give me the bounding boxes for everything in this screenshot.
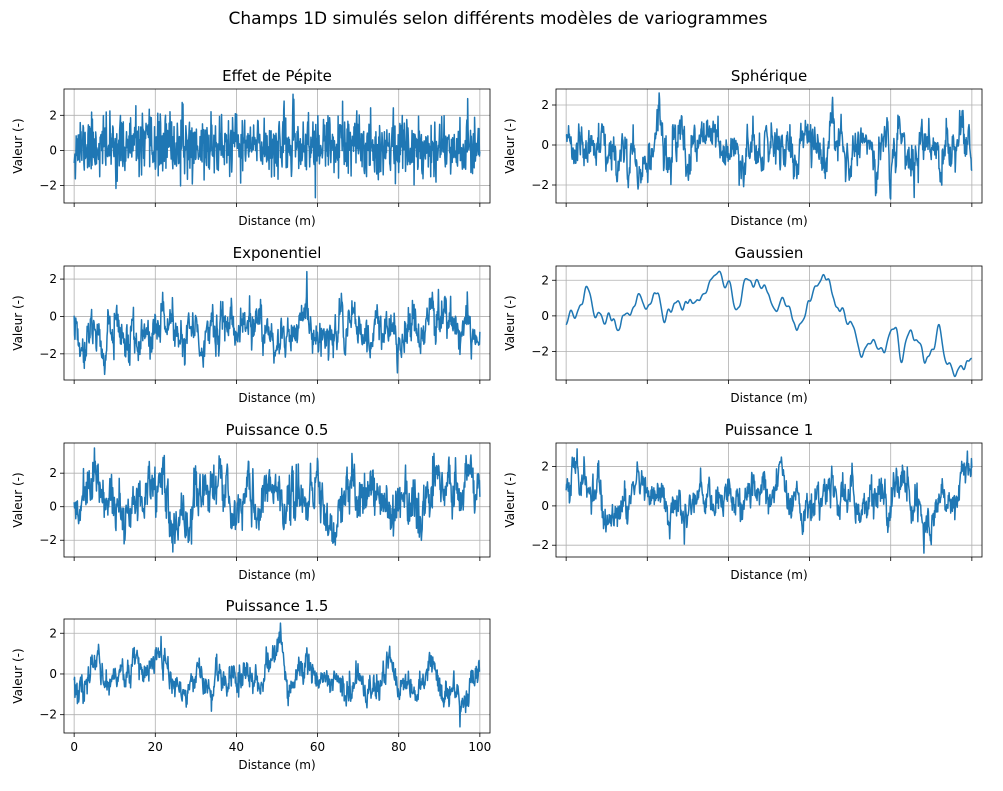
subplot-5: −2 0 2 Puissance 0.5 Distance (m) Valeur (-) xyxy=(11,421,491,582)
subplot-1: −2 0 2 Effet de Pépite Distance (m) Valeur (-… xyxy=(11,67,491,228)
x-axis-label: Distance (m) xyxy=(730,391,807,405)
axes-frame xyxy=(63,618,491,734)
x-axis-label: Distance (m) xyxy=(730,568,807,582)
y-tick-label: 2 xyxy=(49,466,57,480)
subplot-title: Puissance 1 xyxy=(725,421,814,439)
x-tick-label: 0 xyxy=(70,740,78,754)
axes-frame xyxy=(555,265,983,381)
figure-title: Champs 1D simulés selon différents modèl… xyxy=(229,9,768,29)
y-axis-label: Valeur (-) xyxy=(11,295,25,350)
y-axis-label: Valeur (-) xyxy=(11,118,25,173)
x-axis-label: Distance (m) xyxy=(238,568,315,582)
axes-frame xyxy=(63,442,491,558)
x-tick-label: 20 xyxy=(148,740,163,754)
y-tick-label: −2 xyxy=(39,533,57,547)
y-tick-label: −2 xyxy=(531,345,549,359)
y-tick-label: 0 xyxy=(49,667,57,681)
x-axis-label: Distance (m) xyxy=(730,214,807,228)
y-tick-label: 2 xyxy=(49,626,57,640)
y-tick-label: 0 xyxy=(49,143,57,157)
subplot-4: −2 0 2 Gaussien Distance (m) Valeur (-) xyxy=(503,244,983,405)
y-tick-label: −2 xyxy=(531,538,549,552)
y-tick-label: 0 xyxy=(49,500,57,514)
y-tick-label: −2 xyxy=(39,347,57,361)
y-tick-label: −2 xyxy=(39,708,57,722)
subplot-7: 0 20 40 60 80 100 −2 0 2 Puissance 1.5 Distance (m… xyxy=(11,597,491,772)
x-tick-label: 40 xyxy=(229,740,244,754)
y-tick-label: 2 xyxy=(49,108,57,122)
y-axis-label: Valeur (-) xyxy=(503,295,517,350)
subplot-6: −2 0 2 Puissance 1 Distance (m) Valeur (-) xyxy=(503,421,983,582)
data-line-5 xyxy=(73,447,481,553)
axes-frame xyxy=(555,442,983,558)
subplots-container: −2 0 2 Effet de Pépite Distance (m) Valeur (-… xyxy=(11,67,983,772)
data-line-6 xyxy=(565,448,973,554)
data-line-1 xyxy=(73,93,481,199)
x-tick-label: 60 xyxy=(310,740,325,754)
x-axis-label: Distance (m) xyxy=(238,758,315,772)
subplot-title: Puissance 1.5 xyxy=(226,597,329,615)
y-axis-label: Valeur (-) xyxy=(11,648,25,703)
y-tick-label: 0 xyxy=(541,499,549,513)
y-tick-label: 2 xyxy=(541,98,549,112)
y-tick-label: 2 xyxy=(541,460,549,474)
subplot-title: Puissance 0.5 xyxy=(226,421,329,439)
y-tick-label: 2 xyxy=(541,273,549,287)
data-line-2 xyxy=(565,92,973,200)
y-tick-label: 2 xyxy=(49,272,57,286)
x-tick-label: 100 xyxy=(468,740,491,754)
y-tick-label: −2 xyxy=(531,178,549,192)
subplot-title: Exponentiel xyxy=(233,244,322,262)
subplot-title: Effet de Pépite xyxy=(222,67,332,85)
y-axis-label: Valeur (-) xyxy=(503,118,517,173)
subplot-2: −2 0 2 Sphérique Distance (m) Valeur (-) xyxy=(503,67,983,228)
axes-frame xyxy=(555,88,983,204)
y-tick-label: −2 xyxy=(39,178,57,192)
y-tick-label: 0 xyxy=(541,138,549,152)
axes-frame xyxy=(63,88,491,204)
y-tick-label: 0 xyxy=(541,309,549,323)
y-tick-label: 0 xyxy=(49,309,57,323)
x-tick-label: 80 xyxy=(391,740,406,754)
subplot-3: −2 0 2 Exponentiel Distance (m) Valeur (-) xyxy=(11,244,491,405)
data-line-4 xyxy=(565,270,973,378)
x-axis-label: Distance (m) xyxy=(238,214,315,228)
x-axis-label: Distance (m) xyxy=(238,391,315,405)
axes-frame xyxy=(63,265,491,381)
data-line-3 xyxy=(73,270,481,376)
subplot-title: Gaussien xyxy=(735,244,804,262)
y-axis-label: Valeur (-) xyxy=(11,472,25,527)
subplot-title: Sphérique xyxy=(731,67,807,85)
data-line-7 xyxy=(73,622,481,728)
y-axis-label: Valeur (-) xyxy=(503,472,517,527)
